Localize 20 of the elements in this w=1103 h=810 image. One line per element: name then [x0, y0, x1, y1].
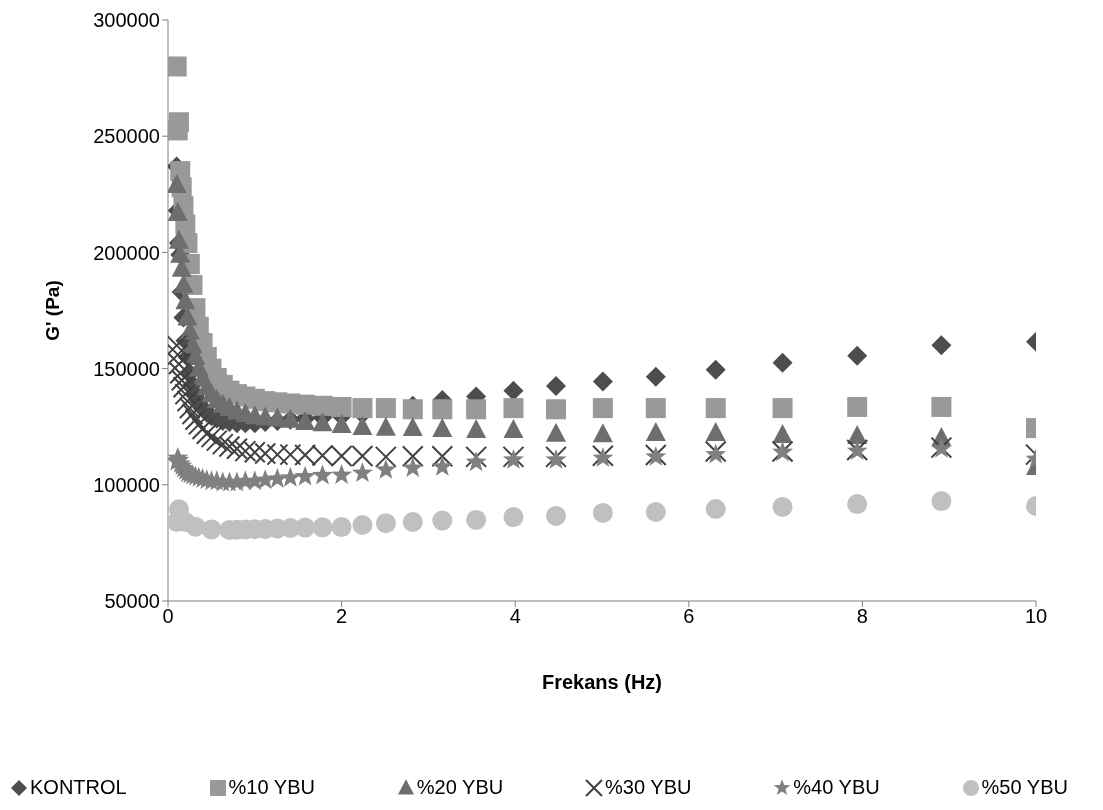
y-tick-label: 250000	[93, 125, 160, 148]
legend-label: %40 YBU	[793, 776, 880, 799]
y-tick-label: 50000	[104, 590, 160, 613]
x-tick-label: 2	[336, 605, 348, 628]
y-tick-label: 300000	[93, 9, 160, 32]
y-tick-label: 150000	[93, 357, 160, 380]
x-tick-label: 8	[856, 605, 868, 628]
y-axis-title: G' (Pa)	[42, 280, 63, 341]
y-tick-label: 200000	[93, 241, 160, 264]
y-tick-label: 100000	[93, 473, 160, 496]
legend-label: %30 YBU	[605, 776, 692, 799]
x-tick-label: 10	[1024, 605, 1048, 628]
x-axis-title: Frekans (Hz)	[541, 671, 663, 693]
legend-label: %10 YBU	[228, 776, 315, 799]
x-tick-label: 4	[509, 605, 521, 628]
legend-label: KONTROL	[30, 776, 127, 799]
x-tick-label: 6	[683, 605, 695, 628]
legend-label: %20 YBU	[416, 776, 504, 799]
x-tick-label: 0	[162, 605, 174, 628]
legend-label: %50 YBU	[981, 776, 1068, 799]
